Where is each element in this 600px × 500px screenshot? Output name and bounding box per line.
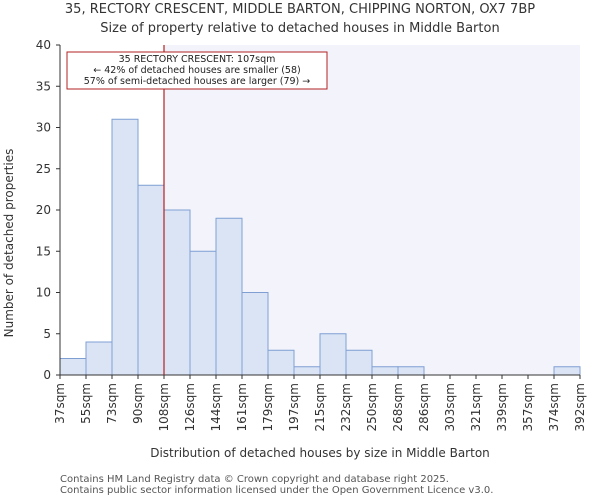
x-tick-label: 268sqm xyxy=(391,383,405,431)
histogram-bar xyxy=(293,366,321,376)
x-tick-label: 250sqm xyxy=(365,383,379,431)
footer-copyright: Contains HM Land Registry data © Crown c… xyxy=(60,474,449,485)
x-tick-label: 357sqm xyxy=(521,383,535,431)
histogram-bar xyxy=(163,209,191,376)
y-tick-label: 15 xyxy=(36,244,51,258)
y-tick-label: 0 xyxy=(43,368,51,382)
y-axis: 0 5 10 15 20 25 30 35 40 xyxy=(36,38,61,382)
y-tick-label: 25 xyxy=(36,162,51,176)
x-tick-label: 126sqm xyxy=(183,383,197,431)
histogram-bar xyxy=(319,333,347,376)
x-tick-label: 55sqm xyxy=(79,383,93,424)
histogram-bar xyxy=(215,217,243,376)
y-tick-label: 5 xyxy=(43,327,51,341)
x-tick-label: 161sqm xyxy=(235,383,249,431)
bars-group xyxy=(59,118,581,376)
annotation-text: ← 42% of detached houses are smaller (58… xyxy=(93,65,300,76)
x-tick-label: 392sqm xyxy=(573,383,587,431)
x-axis: 37sqm 55sqm 73sqm 90sqm 108sqm 126sqm 144sqm 16… xyxy=(53,374,587,431)
histogram-bar xyxy=(371,366,399,376)
histogram-bar xyxy=(111,118,139,376)
histogram-bar xyxy=(85,341,113,376)
y-tick-label: 30 xyxy=(36,121,51,135)
histogram-bar xyxy=(189,250,217,376)
chart-subtitle: Size of property relative to detached ho… xyxy=(100,21,500,36)
histogram-bar xyxy=(241,292,269,376)
property-marker: 35 RECTORY CRESCENT: 107sqm← 42% of deta… xyxy=(66,45,328,375)
histogram-bar xyxy=(267,349,295,376)
footer-licence: Contains public sector information licen… xyxy=(60,485,494,496)
x-tick-label: 339sqm xyxy=(495,383,509,431)
x-tick-label: 144sqm xyxy=(209,383,223,431)
y-tick-label: 35 xyxy=(36,79,51,93)
x-tick-label: 303sqm xyxy=(443,383,457,431)
x-tick-label: 179sqm xyxy=(261,383,275,431)
annotation-text: 57% of semi-detached houses are larger (… xyxy=(84,76,311,87)
y-tick-label: 40 xyxy=(36,38,51,52)
y-tick-label: 20 xyxy=(36,203,51,217)
x-tick-label: 90sqm xyxy=(131,383,145,424)
y-tick-label: 10 xyxy=(36,286,51,300)
histogram-bar xyxy=(59,358,87,376)
x-tick-label: 286sqm xyxy=(417,383,431,431)
histogram-chart: 0 5 10 15 20 25 30 35 40 37sqm 55sqm 73sqm 90sqm 108… xyxy=(2,38,587,460)
annotation-text: 35 RECTORY CRESCENT: 107sqm xyxy=(119,54,276,65)
x-tick-label: 374sqm xyxy=(547,383,561,431)
x-axis-label: Distribution of detached houses by size … xyxy=(150,446,490,460)
histogram-bar xyxy=(397,366,425,376)
annotation-box xyxy=(66,51,328,90)
y-axis-label: Number of detached properties xyxy=(2,149,16,338)
x-tick-label: 232sqm xyxy=(339,383,353,431)
x-tick-label: 215sqm xyxy=(313,383,327,431)
x-tick-label: 321sqm xyxy=(469,383,483,431)
x-tick-label: 197sqm xyxy=(287,383,301,431)
x-tick-label: 73sqm xyxy=(105,383,119,424)
x-tick-label: 108sqm xyxy=(157,383,171,431)
histogram-bar xyxy=(345,349,373,376)
x-tick-label: 37sqm xyxy=(53,383,67,424)
chart-title: 35, RECTORY CRESCENT, MIDDLE BARTON, CHI… xyxy=(64,2,536,17)
histogram-bar xyxy=(137,184,165,376)
histogram-bar xyxy=(553,366,581,376)
